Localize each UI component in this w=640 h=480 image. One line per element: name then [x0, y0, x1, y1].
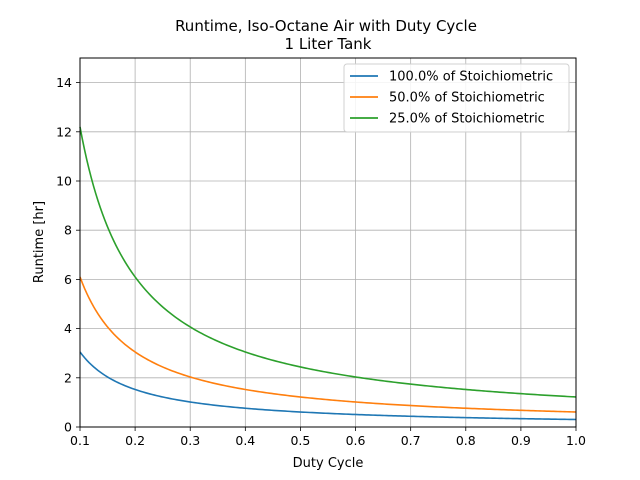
- x-tick-label: 0.9: [511, 433, 531, 448]
- x-tick-label: 0.2: [125, 433, 145, 448]
- y-tick-label: 8: [64, 223, 72, 238]
- legend-label-0: 100.0% of Stoichiometric: [389, 70, 553, 85]
- x-tick-label: 0.3: [180, 433, 200, 448]
- y-tick-label: 12: [56, 124, 72, 139]
- chart-title: Runtime, Iso-Octane Air with Duty Cycle: [175, 17, 477, 35]
- x-tick-label: 0.6: [346, 433, 366, 448]
- series-lines: [79, 126, 577, 421]
- x-tick-label: 0.4: [235, 433, 255, 448]
- x-tick-label: 1.0: [566, 433, 586, 448]
- legend-label-1: 50.0% of Stoichiometric: [389, 91, 545, 106]
- y-tick-label: 4: [64, 321, 72, 336]
- y-tick-label: 2: [64, 370, 72, 385]
- y-ticks: 0 2 4 6 8 10 12 14: [56, 75, 80, 435]
- series-line-1: [79, 276, 577, 413]
- y-tick-label: 6: [64, 272, 72, 287]
- y-tick-label: 10: [56, 174, 72, 189]
- x-tick-label: 0.1: [70, 433, 90, 448]
- x-ticks: 0.1 0.2 0.3 0.4 0.5 0.6 0.7 0.8 0.9 1.0: [70, 427, 586, 448]
- series-line-0: [79, 351, 577, 421]
- series-line-2: [79, 126, 577, 398]
- plot-frame: [79, 57, 577, 428]
- legend: 100.0% of Stoichiometric 50.0% of Stoichi…: [343, 63, 570, 133]
- x-tick-label: 0.7: [401, 433, 421, 448]
- x-axis-label: Duty Cycle: [293, 456, 364, 471]
- legend-box: [343, 63, 570, 133]
- legend-items: 100.0% of Stoichiometric 50.0% of Stoichi…: [350, 70, 553, 127]
- chart-subtitle: 1 Liter Tank: [285, 35, 372, 53]
- legend-label-2: 25.0% of Stoichiometric: [389, 112, 545, 127]
- x-tick-label: 0.5: [290, 433, 310, 448]
- x-tick-label: 0.8: [456, 433, 476, 448]
- y-tick-label: 14: [56, 75, 72, 90]
- y-tick-label: 0: [64, 420, 72, 435]
- y-axis-label: Runtime [hr]: [32, 201, 47, 283]
